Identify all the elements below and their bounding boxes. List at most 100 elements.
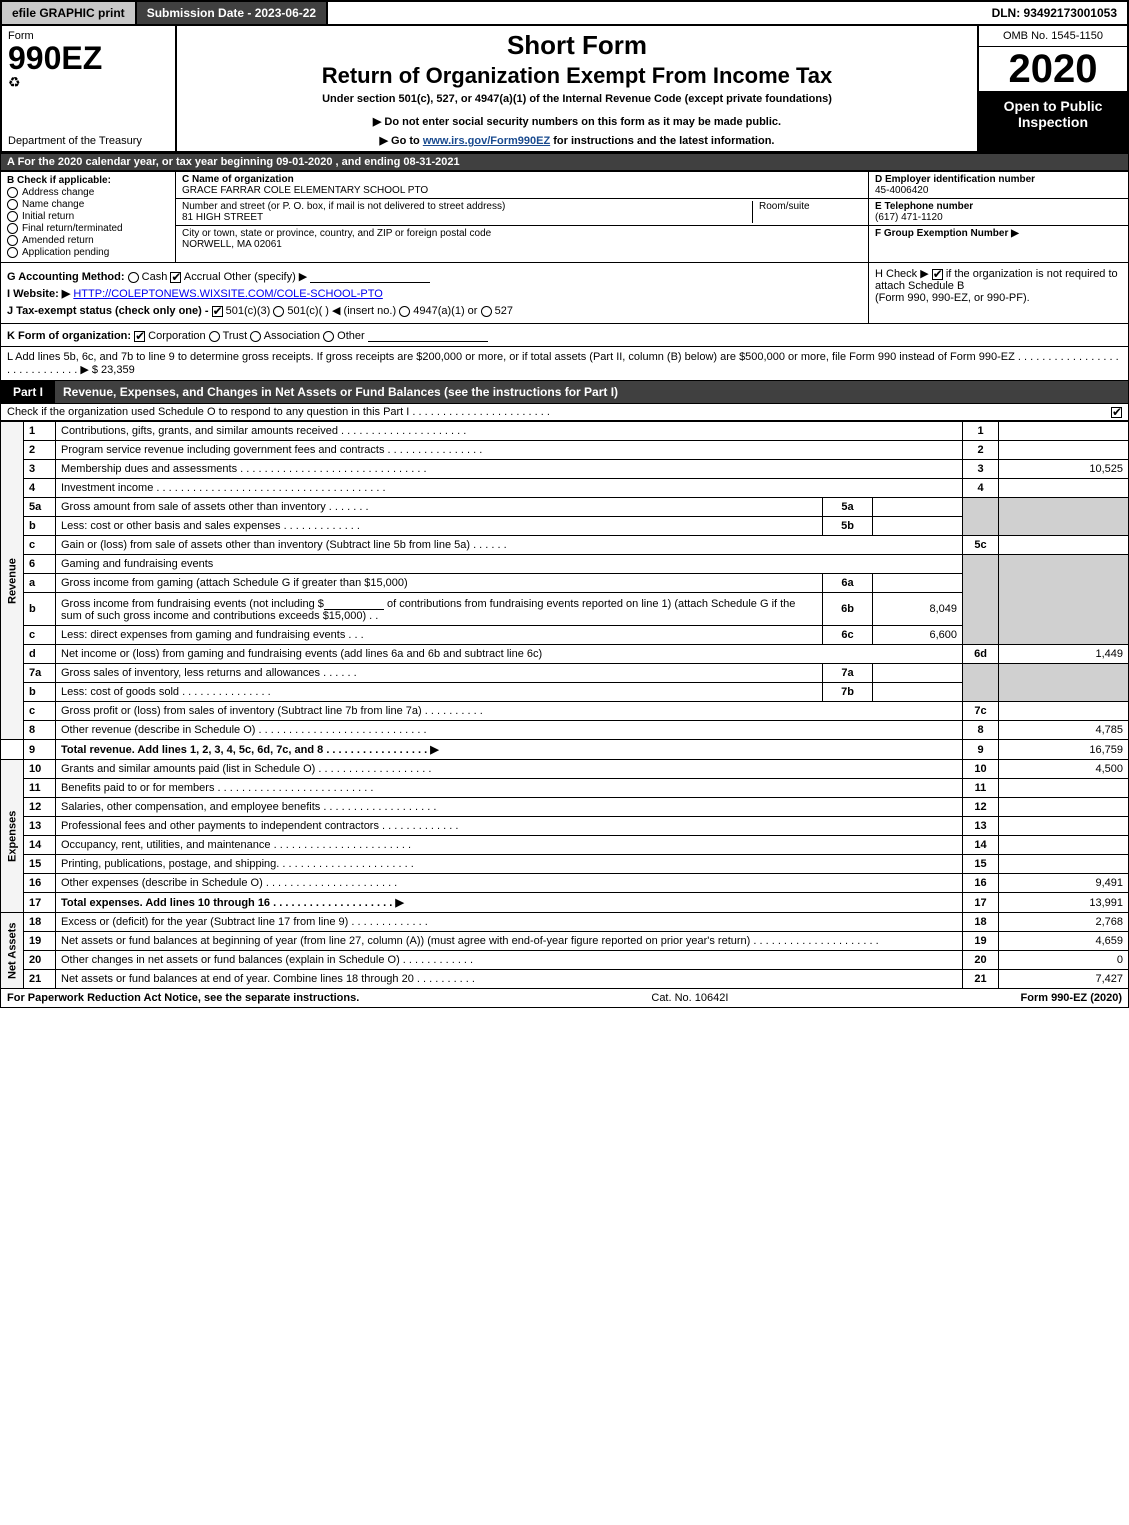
chk-501c3[interactable]	[212, 306, 223, 317]
line-num: 14	[24, 836, 56, 855]
sub-no: 5a	[823, 498, 873, 517]
line-no: 13	[963, 817, 999, 836]
chk-name-change[interactable]: Name change	[7, 199, 169, 210]
line-desc: Membership dues and assessments . . . . …	[56, 460, 963, 479]
radio-icon	[7, 235, 18, 246]
sub-no: 7a	[823, 664, 873, 683]
toolbar-spacer	[328, 2, 981, 24]
form-number: 990EZ	[8, 42, 169, 74]
line-val	[999, 855, 1129, 874]
recycle-icon: ♻	[8, 74, 169, 91]
line-desc: Investment income . . . . . . . . . . . …	[56, 479, 963, 498]
line-desc: Excess or (deficit) for the year (Subtra…	[56, 913, 963, 932]
line-no: 11	[963, 779, 999, 798]
chk-label: Address change	[22, 187, 94, 198]
submission-date-button[interactable]: Submission Date - 2023-06-22	[137, 2, 328, 24]
radio-527[interactable]	[481, 306, 492, 317]
line-no: 1	[963, 422, 999, 441]
line-num: 13	[24, 817, 56, 836]
g-label: G Accounting Method:	[7, 271, 125, 283]
sub-val: 6,600	[873, 626, 963, 645]
k-other-input[interactable]	[368, 328, 488, 342]
form-header: Form 990EZ ♻ Department of the Treasury …	[0, 26, 1129, 153]
line-num: 9	[24, 740, 56, 760]
chk-address-change[interactable]: Address change	[7, 187, 169, 198]
line-desc: Net income or (loss) from gaming and fun…	[56, 645, 963, 664]
chk-corporation[interactable]	[134, 331, 145, 342]
part1-tag: Part I	[1, 381, 55, 403]
i-label: I Website: ▶	[7, 288, 70, 300]
opt-4947: 4947(a)(1) or	[413, 305, 477, 317]
row-a-tax-year: A For the 2020 calendar year, or tax yea…	[0, 153, 1129, 171]
chk-accrual[interactable]	[170, 272, 181, 283]
radio-4947[interactable]	[399, 306, 410, 317]
chk-amended-return[interactable]: Amended return	[7, 235, 169, 246]
omb-label: OMB No. 1545-1150	[979, 26, 1127, 47]
line-num: 10	[24, 760, 56, 779]
radio-assoc[interactable]	[250, 331, 261, 342]
line-no: 14	[963, 836, 999, 855]
sub-no: 7b	[823, 683, 873, 702]
side-revenue: Revenue	[1, 422, 24, 740]
line-no: 9	[963, 740, 999, 760]
line-desc: Less: cost or other basis and sales expe…	[56, 517, 823, 536]
radio-trust[interactable]	[209, 331, 220, 342]
irs-link[interactable]: www.irs.gov/Form990EZ	[423, 135, 550, 147]
line-num: c	[24, 536, 56, 555]
radio-icon	[7, 187, 18, 198]
footer-left: For Paperwork Reduction Act Notice, see …	[7, 992, 359, 1004]
goto-note: ▶ Go to www.irs.gov/Form990EZ for instru…	[185, 134, 969, 147]
line-no: 10	[963, 760, 999, 779]
e-phone-row: E Telephone number (617) 471-1120	[869, 199, 1128, 226]
chk-application-pending[interactable]: Application pending	[7, 247, 169, 258]
chk-h[interactable]	[932, 269, 943, 280]
chk-final-return[interactable]: Final return/terminated	[7, 223, 169, 234]
line-num: 18	[24, 913, 56, 932]
line-num: a	[24, 574, 56, 593]
ssn-note: ▶ Do not enter social security numbers o…	[185, 115, 969, 128]
other-specify-input[interactable]	[310, 269, 430, 283]
line-val: 16,759	[999, 740, 1129, 760]
line-num: 15	[24, 855, 56, 874]
side-blank	[1, 740, 24, 760]
line-desc: Benefits paid to or for members . . . . …	[56, 779, 963, 798]
part1-table: Revenue 1 Contributions, gifts, grants, …	[0, 421, 1129, 989]
phone-label: E Telephone number	[875, 201, 973, 212]
h-text1: H Check ▶	[875, 268, 929, 280]
line-no: 5c	[963, 536, 999, 555]
chk-schedule-o[interactable]	[1111, 407, 1122, 418]
line-num: 1	[24, 422, 56, 441]
opt-trust: Trust	[223, 330, 248, 342]
radio-501c[interactable]	[273, 306, 284, 317]
line-num: c	[24, 626, 56, 645]
radio-icon	[7, 247, 18, 258]
sub-no: 6b	[823, 593, 873, 626]
c-name-row: C Name of organization GRACE FARRAR COLE…	[176, 172, 868, 199]
radio-icon	[7, 199, 18, 210]
dln-label: DLN: 93492173001053	[982, 2, 1127, 24]
efile-print-button[interactable]: efile GRAPHIC print	[2, 2, 137, 24]
6b-d1: Gross income from fundraising events (no…	[61, 598, 324, 610]
radio-cash[interactable]	[128, 272, 139, 283]
website-link[interactable]: HTTP://COLEPTONEWS.WIXSITE.COM/COLE-SCHO…	[73, 288, 382, 300]
line-desc: Total revenue. Add lines 1, 2, 3, 4, 5c,…	[56, 740, 963, 760]
line-num: 3	[24, 460, 56, 479]
g-accounting: G Accounting Method: Cash Accrual Other …	[7, 269, 862, 283]
radio-other[interactable]	[323, 331, 334, 342]
line-val	[999, 422, 1129, 441]
line-val: 4,500	[999, 760, 1129, 779]
chk-label: Initial return	[22, 211, 74, 222]
section-g-i-j: G Accounting Method: Cash Accrual Other …	[1, 263, 868, 323]
line-desc: Program service revenue including govern…	[56, 441, 963, 460]
chk-initial-return[interactable]: Initial return	[7, 211, 169, 222]
line-val	[999, 817, 1129, 836]
chk-label: Final return/terminated	[22, 223, 123, 234]
line-val	[999, 836, 1129, 855]
subtitle: Under section 501(c), 527, or 4947(a)(1)…	[185, 93, 969, 105]
line-desc: Total expenses. Add lines 10 through 16 …	[56, 893, 963, 913]
line-num: b	[24, 593, 56, 626]
tax-year: 2020	[979, 47, 1127, 92]
line-desc: Printing, publications, postage, and shi…	[56, 855, 963, 874]
line-val: 0	[999, 951, 1129, 970]
sub-no: 6c	[823, 626, 873, 645]
